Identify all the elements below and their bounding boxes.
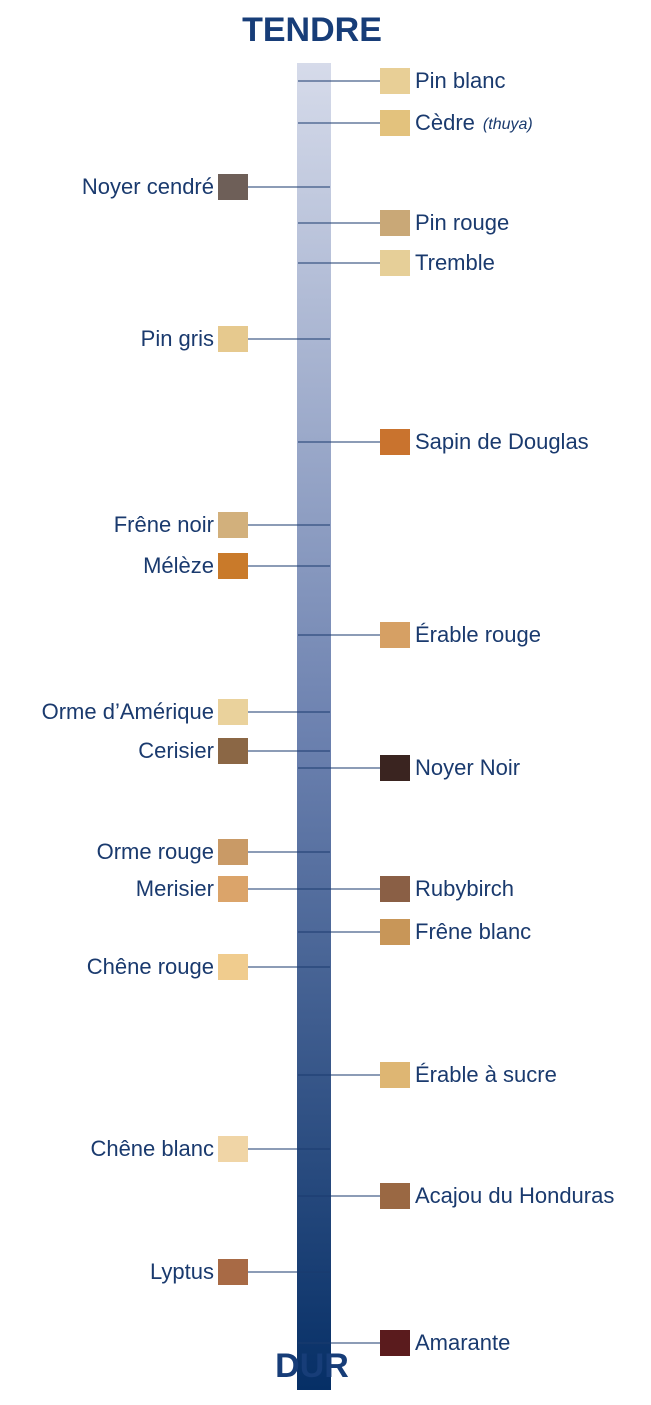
wood-swatch xyxy=(218,553,248,579)
wood-swatch xyxy=(218,326,248,352)
hardness-scale: TENDRE DUR Pin blanc Cèdre (thuya) Noyer ce… xyxy=(0,0,651,1405)
top-label: TENDRE xyxy=(242,11,382,49)
wood-swatch xyxy=(380,1062,410,1088)
wood-swatch xyxy=(380,622,410,648)
wood-note: (thuya) xyxy=(483,116,533,133)
wood-label: Tremble xyxy=(415,250,495,275)
wood-swatch xyxy=(218,876,248,902)
wood-swatch xyxy=(218,699,248,725)
wood-label: Amarante xyxy=(415,1330,510,1355)
wood-swatch xyxy=(218,738,248,764)
wood-label: Cèdre xyxy=(415,110,475,135)
wood-swatch xyxy=(380,68,410,94)
wood-swatch xyxy=(380,1330,410,1356)
wood-label: Frêne blanc xyxy=(415,919,531,944)
wood-label: Acajou du Honduras xyxy=(415,1183,614,1208)
wood-label: Frêne noir xyxy=(114,512,214,537)
wood-swatch xyxy=(218,512,248,538)
wood-swatch xyxy=(218,174,248,200)
wood-label: Orme d’Amérique xyxy=(42,699,214,724)
wood-label: Pin rouge xyxy=(415,210,509,235)
wood-label: Cerisier xyxy=(138,738,214,763)
wood-label: Érable rouge xyxy=(415,622,541,647)
wood-label: Lyptus xyxy=(150,1259,214,1284)
wood-swatch xyxy=(380,210,410,236)
wood-swatch xyxy=(380,429,410,455)
bottom-label: DUR xyxy=(275,1347,349,1385)
wood-label: Orme rouge xyxy=(97,839,214,864)
wood-swatch xyxy=(380,1183,410,1209)
wood-label: Pin blanc xyxy=(415,68,506,93)
wood-swatch xyxy=(218,839,248,865)
wood-swatch xyxy=(380,876,410,902)
wood-swatch xyxy=(218,1136,248,1162)
wood-swatch xyxy=(380,919,410,945)
wood-swatch xyxy=(380,250,410,276)
wood-label: Chêne rouge xyxy=(87,954,214,979)
wood-label: Noyer Noir xyxy=(415,755,520,780)
wood-swatch xyxy=(218,954,248,980)
wood-swatch xyxy=(380,110,410,136)
wood-label: Noyer cendré xyxy=(82,174,214,199)
wood-label: Mélèze xyxy=(143,553,214,578)
wood-label: Pin gris xyxy=(141,326,214,351)
wood-label: Sapin de Douglas xyxy=(415,429,589,454)
wood-swatch xyxy=(218,1259,248,1285)
wood-label: Chêne blanc xyxy=(90,1136,214,1161)
wood-label: Érable à sucre xyxy=(415,1062,557,1087)
wood-label: Merisier xyxy=(136,876,214,901)
wood-label: Rubybirch xyxy=(415,876,514,901)
wood-swatch xyxy=(380,755,410,781)
hardness-bar xyxy=(297,63,331,1390)
